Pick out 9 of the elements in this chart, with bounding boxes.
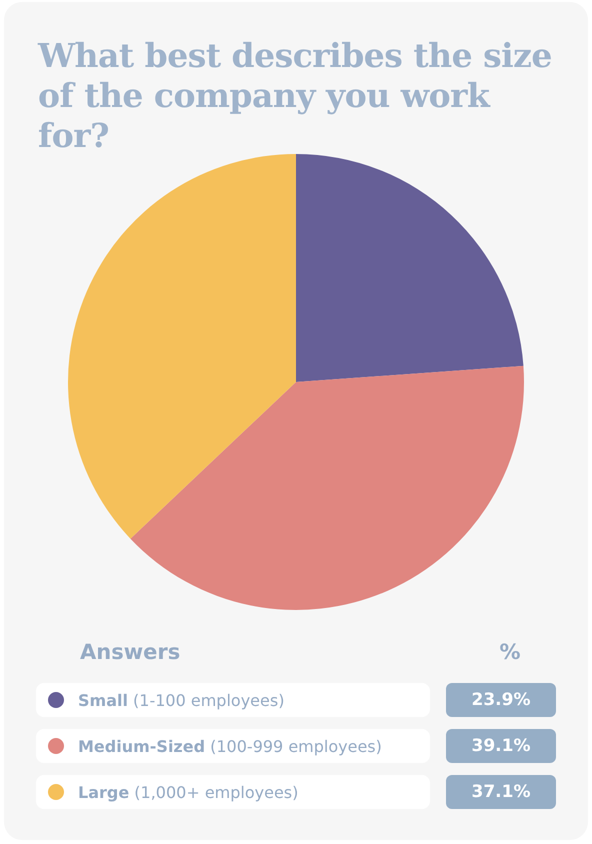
legend-label: Small (1-100 employees) <box>78 690 284 710</box>
legend-label: Large (1,000+ employees) <box>78 782 298 802</box>
data-label: 23.9% <box>446 683 556 717</box>
chart-title: What best describes the size of the company you work for? <box>38 36 553 156</box>
data-label: 39.1% <box>446 729 556 763</box>
legend-title: Answers <box>80 640 180 664</box>
data-label: 37.1% <box>446 775 556 809</box>
legend-label: Medium-Sized (100-999 employees) <box>78 736 382 756</box>
text: % <box>498 640 522 664</box>
